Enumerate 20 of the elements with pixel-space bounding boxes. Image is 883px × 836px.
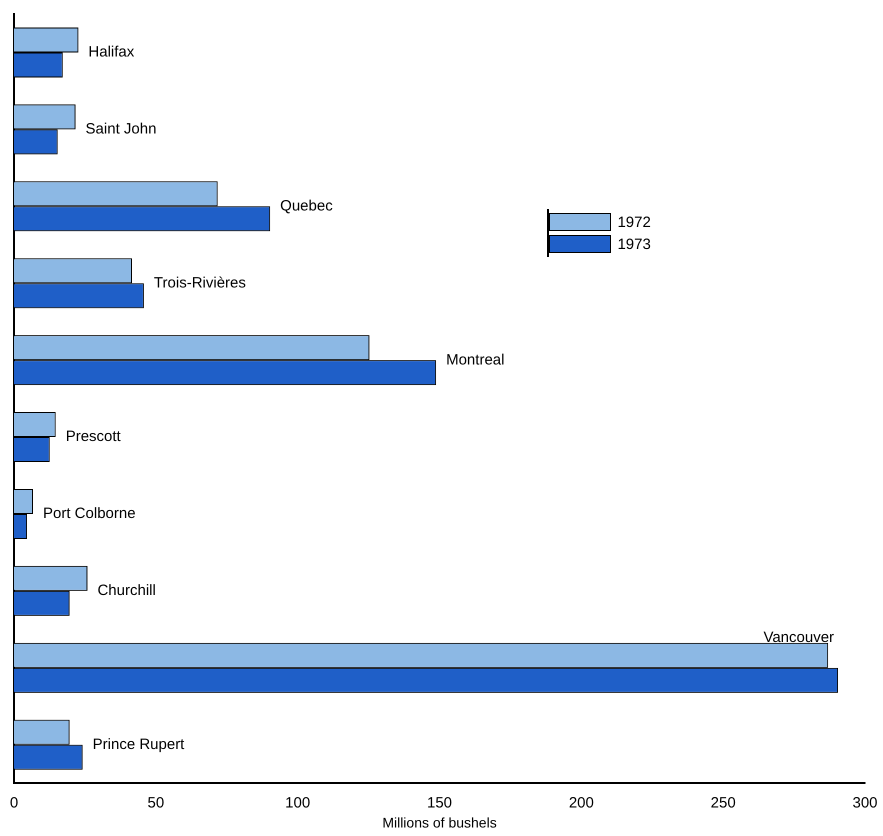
y-tick-label: Port Colborne [43, 505, 136, 522]
y-tick-label: Vancouver [763, 628, 834, 646]
legend-label: 1972 [617, 214, 651, 230]
x-tick-label: 200 [568, 794, 594, 812]
y-tick-label: Saint John [86, 120, 156, 138]
y-tick-label: Prince Rupert [92, 736, 186, 753]
y-tick-label: Churchill [97, 582, 156, 600]
x-tick-label: 50 [147, 794, 164, 812]
y-tick-label: Quebec [280, 197, 334, 214]
x-tick-label: 300 [852, 794, 878, 812]
y-tick-label: Prescott [66, 428, 122, 446]
x-tick-label: 100 [285, 794, 310, 812]
x-tick-label: 150 [426, 794, 452, 812]
x-tick-label: 0 [10, 794, 18, 812]
x-tick-label: 250 [710, 794, 736, 812]
legend-label: 1973 [617, 236, 651, 252]
y-tick-label: Trois-Rivières [154, 274, 246, 292]
x-axis-title: Millions of bushels [382, 814, 497, 830]
y-tick-label: Montreal [446, 351, 504, 368]
y-tick-label: Halifax [88, 44, 135, 61]
